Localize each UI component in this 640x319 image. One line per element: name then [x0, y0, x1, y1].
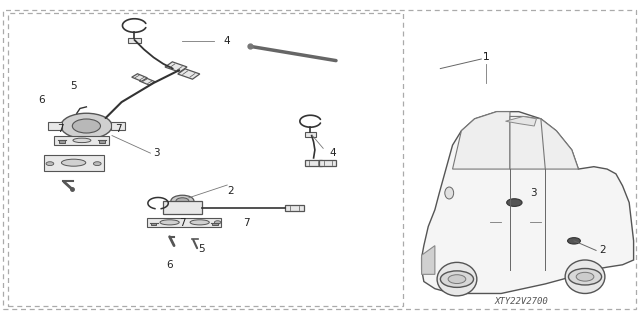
Polygon shape — [452, 112, 510, 169]
Bar — [147, 218, 221, 227]
Text: 7: 7 — [179, 218, 186, 228]
Text: 1: 1 — [483, 52, 490, 63]
Circle shape — [576, 272, 594, 281]
Circle shape — [507, 199, 522, 206]
Polygon shape — [305, 160, 322, 166]
Bar — [111, 122, 125, 130]
Circle shape — [72, 119, 100, 133]
Ellipse shape — [73, 138, 91, 143]
Bar — [128, 38, 141, 43]
Polygon shape — [506, 116, 536, 126]
Ellipse shape — [61, 159, 86, 166]
Polygon shape — [140, 78, 155, 85]
Polygon shape — [132, 74, 147, 81]
Text: 5: 5 — [70, 81, 77, 91]
Ellipse shape — [160, 220, 179, 225]
Ellipse shape — [437, 262, 477, 296]
Text: 4: 4 — [330, 148, 336, 158]
Bar — [48, 122, 62, 130]
Text: 1: 1 — [483, 52, 490, 63]
Text: 7: 7 — [115, 124, 122, 134]
Circle shape — [61, 113, 112, 139]
Bar — [151, 223, 157, 225]
Text: 3: 3 — [531, 188, 537, 198]
Bar — [163, 201, 202, 214]
Polygon shape — [165, 62, 187, 72]
Ellipse shape — [190, 220, 209, 225]
Text: XTY22V2700: XTY22V2700 — [495, 297, 548, 306]
Circle shape — [93, 162, 101, 166]
Polygon shape — [178, 69, 200, 79]
Text: 6: 6 — [166, 260, 173, 270]
Polygon shape — [524, 119, 579, 169]
Bar — [99, 140, 105, 143]
Text: 5: 5 — [198, 244, 205, 254]
Text: 7: 7 — [58, 124, 64, 134]
Circle shape — [448, 275, 466, 284]
Bar — [44, 155, 104, 171]
Circle shape — [568, 238, 580, 244]
Circle shape — [46, 162, 54, 166]
Polygon shape — [422, 246, 435, 274]
Circle shape — [176, 198, 189, 204]
Bar — [212, 223, 218, 225]
Text: 6: 6 — [38, 95, 45, 106]
Text: 7: 7 — [243, 218, 250, 228]
Polygon shape — [285, 205, 304, 211]
Polygon shape — [319, 160, 336, 166]
Bar — [54, 136, 109, 145]
Text: 3: 3 — [154, 148, 160, 158]
Circle shape — [214, 221, 221, 224]
Circle shape — [171, 195, 194, 207]
Polygon shape — [510, 116, 545, 169]
Ellipse shape — [445, 187, 454, 199]
Bar — [60, 140, 65, 143]
Text: 4: 4 — [224, 36, 230, 47]
Circle shape — [440, 271, 474, 287]
Bar — [305, 132, 316, 137]
Polygon shape — [422, 112, 634, 293]
Ellipse shape — [565, 260, 605, 293]
Circle shape — [568, 269, 602, 285]
Text: 2: 2 — [227, 186, 234, 197]
Text: 2: 2 — [599, 245, 606, 256]
